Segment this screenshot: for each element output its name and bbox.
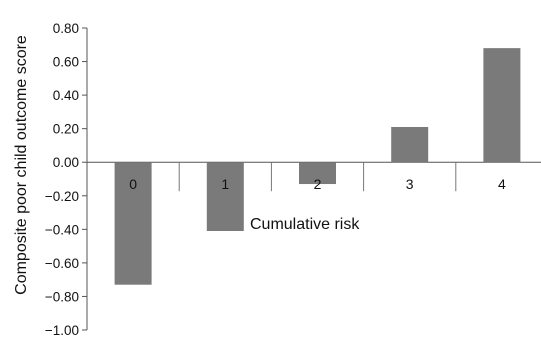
y-tick-label: −0.60 <box>45 256 79 271</box>
y-tick-label: 0.20 <box>53 122 79 137</box>
y-tick-label: 0.40 <box>53 88 79 103</box>
bars <box>114 48 521 285</box>
y-tick-label: 0.80 <box>53 21 79 36</box>
y-tick-label: −0.80 <box>45 289 79 304</box>
category-label-3: 3 <box>406 176 414 192</box>
x-axis-title: Cumulative risk <box>250 216 360 233</box>
bar-3 <box>391 126 429 163</box>
bar-4 <box>483 48 521 163</box>
category-label-4: 4 <box>498 176 506 192</box>
bar-2 <box>299 162 336 185</box>
y-axis: 0.80 0.60 0.40 0.20 0.00 −0.20 −0.40 −0.60 −0.80… <box>45 21 88 338</box>
y-tick-label: −0.40 <box>45 222 79 237</box>
y-axis-title: Composite poor child outcome score <box>13 35 30 295</box>
category-labels: 0 1 2 3 4 <box>129 176 506 192</box>
bar-0 <box>114 162 152 285</box>
y-tick-label: 0.60 <box>53 55 79 70</box>
bar-1 <box>206 162 244 232</box>
category-label-0: 0 <box>129 176 137 192</box>
category-label-2: 2 <box>314 176 322 192</box>
y-tick-label: −1.00 <box>45 323 79 338</box>
category-label-1: 1 <box>221 176 229 192</box>
y-tick-label: 0.00 <box>53 155 79 170</box>
y-tick-label: −0.20 <box>45 189 79 204</box>
